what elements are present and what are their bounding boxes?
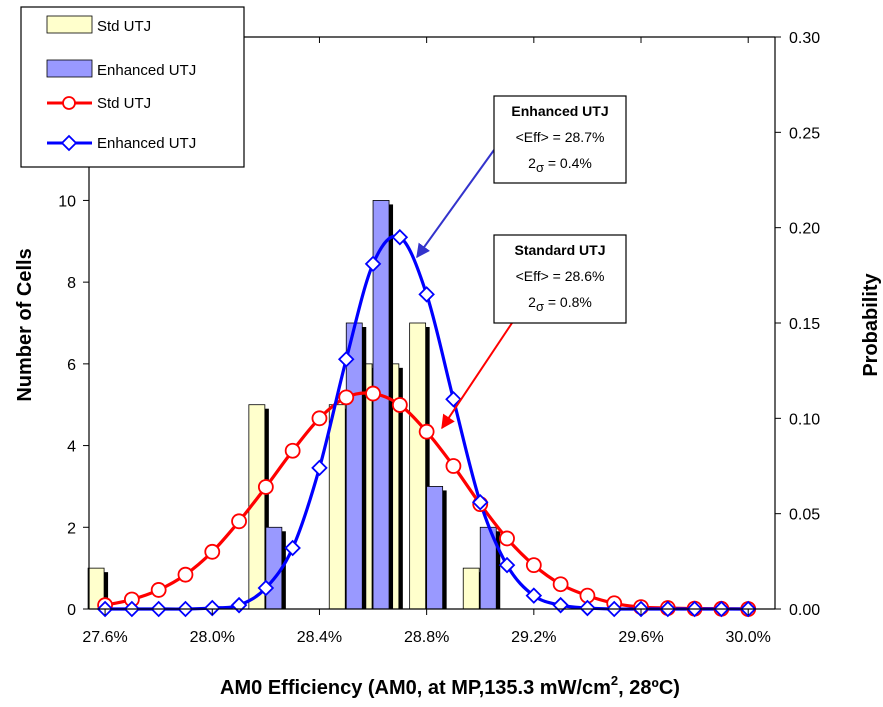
point-enhanced-9 — [337, 350, 355, 368]
point-std-11 — [391, 397, 408, 413]
y-left-tick-label: 6 — [67, 357, 76, 374]
x-tick-label: 29.2% — [511, 629, 556, 646]
annotation-enhanced-mean: <Eff> = 28.7% — [516, 129, 605, 145]
y-left-tick-label: 10 — [58, 193, 76, 210]
point-enhanced-18 — [579, 599, 596, 617]
annotation-standard: Standard UTJ <Eff> = 28.6% 2σ = 0.8% — [441, 234, 627, 430]
point-enhanced-15 — [498, 556, 516, 574]
point-std-8 — [311, 410, 328, 427]
annotation-enhanced-title: Enhanced UTJ — [511, 103, 608, 119]
annotation-enhanced-box — [493, 95, 627, 184]
point-enhanced-10 — [364, 255, 382, 273]
x-tick-label: 27.6% — [82, 629, 127, 646]
legend-label-enh-line: Enhanced UTJ — [97, 135, 196, 152]
y-right-tick-label: 0.15 — [789, 316, 820, 333]
point-std-12 — [418, 423, 435, 440]
y-right-tick-label: 0.30 — [789, 30, 820, 47]
point-std-6 — [257, 479, 274, 495]
y-left-tick-label: 4 — [67, 439, 76, 456]
annotation-enhanced-arrow — [416, 149, 495, 259]
y-left-tick-label: 0 — [67, 602, 76, 619]
legend-label-std-line: Std UTJ — [97, 95, 151, 112]
bar-std-5 — [409, 322, 427, 610]
point-enhanced-13 — [445, 390, 462, 408]
annotation-standard-sigma-prefix: 2 — [528, 294, 536, 310]
point-enhanced-6 — [257, 579, 275, 597]
legend-label-enh-bar: Enhanced UTJ — [97, 62, 196, 79]
bar-std-2 — [328, 404, 346, 610]
point-enhanced-8 — [311, 459, 328, 477]
point-std-13 — [445, 458, 462, 474]
legend-swatch-enh-bar — [46, 59, 93, 78]
annotation-standard-sigma: 2σ = 0.8% — [528, 294, 592, 314]
point-enhanced-14 — [471, 493, 489, 511]
y-right-tick-label: 0.05 — [789, 507, 820, 524]
annotation-enhanced-sigma: 2σ = 0.4% — [528, 155, 592, 175]
annotation-enhanced-sigma-symbol: σ — [536, 160, 544, 175]
point-std-15 — [499, 530, 515, 547]
legend: Std UTJ Enhanced UTJ Std UTJ Enhanced UT… — [20, 6, 245, 168]
y-right-tick-label: 0.20 — [789, 221, 820, 238]
point-std-16 — [525, 557, 542, 574]
x-axis-title-sup: 2 — [611, 673, 618, 688]
legend-label-std-bar: Std UTJ — [97, 18, 151, 35]
point-enhanced-17 — [552, 596, 569, 614]
point-std-17 — [552, 576, 569, 593]
y-axis-left-title: Number of Cells — [14, 248, 36, 401]
point-std-5 — [231, 513, 247, 530]
x-axis-title: AM0 Efficiency (AM0, at MP,135.3 mW/cm2,… — [220, 673, 680, 699]
annotation-standard-arrow — [441, 322, 513, 430]
x-tick-label: 28.4% — [297, 629, 342, 646]
annotation-enhanced-sigma-value: = 0.4% — [544, 155, 592, 171]
x-tick-label: 28.8% — [404, 629, 449, 646]
x-axis-title-tail: , 28ºC) — [618, 677, 680, 699]
bar-enhanced-1 — [345, 322, 363, 610]
annotation-standard-sigma-symbol: σ — [536, 299, 544, 314]
x-tick-label: 29.6% — [618, 629, 663, 646]
point-enhanced-4 — [203, 599, 221, 617]
legend-marker-enh — [60, 134, 78, 152]
annotation-standard-title: Standard UTJ — [514, 242, 605, 258]
bar-std-6 — [462, 567, 480, 610]
legend-box — [20, 6, 245, 168]
point-std-4 — [204, 543, 221, 560]
point-enhanced-12 — [418, 286, 435, 303]
point-std-7 — [284, 442, 301, 459]
point-std-2 — [150, 582, 167, 598]
point-std-10 — [365, 385, 381, 402]
point-std-9 — [338, 389, 355, 406]
y-right-tick-label: 0.10 — [789, 411, 820, 428]
x-axis-title-main: AM0 Efficiency (AM0, at MP,135.3 mW/cm — [220, 677, 611, 699]
y-left-tick-label: 8 — [67, 275, 76, 292]
legend-marker-std — [62, 96, 76, 110]
point-enhanced-7 — [284, 539, 301, 557]
legend-swatch-std-bar — [46, 15, 93, 34]
point-std-3 — [177, 566, 194, 583]
x-tick-label: 30.0% — [726, 629, 771, 646]
y-axis-right-title: Probability — [860, 272, 882, 376]
annotation-enhanced-sigma-prefix: 2 — [528, 155, 536, 171]
annotation-standard-sigma-value: = 0.8% — [544, 294, 592, 310]
point-enhanced-16 — [525, 587, 543, 604]
annotation-enhanced: Enhanced UTJ <Eff> = 28.7% 2σ = 0.4% — [416, 95, 627, 259]
bar-enhanced-3 — [426, 486, 444, 610]
bars-layer — [87, 200, 501, 610]
annotation-standard-box — [493, 234, 627, 324]
bar-enhanced-0 — [265, 526, 283, 610]
y-right-tick-label: 0.25 — [789, 125, 820, 142]
x-tick-label: 28.0% — [190, 629, 235, 646]
point-enhanced-11 — [391, 228, 409, 246]
y-right-tick-label: 0.00 — [789, 602, 820, 619]
annotation-standard-mean: <Eff> = 28.6% — [516, 268, 605, 284]
point-enhanced-5 — [230, 596, 248, 614]
y-left-tick-label: 2 — [67, 520, 76, 537]
